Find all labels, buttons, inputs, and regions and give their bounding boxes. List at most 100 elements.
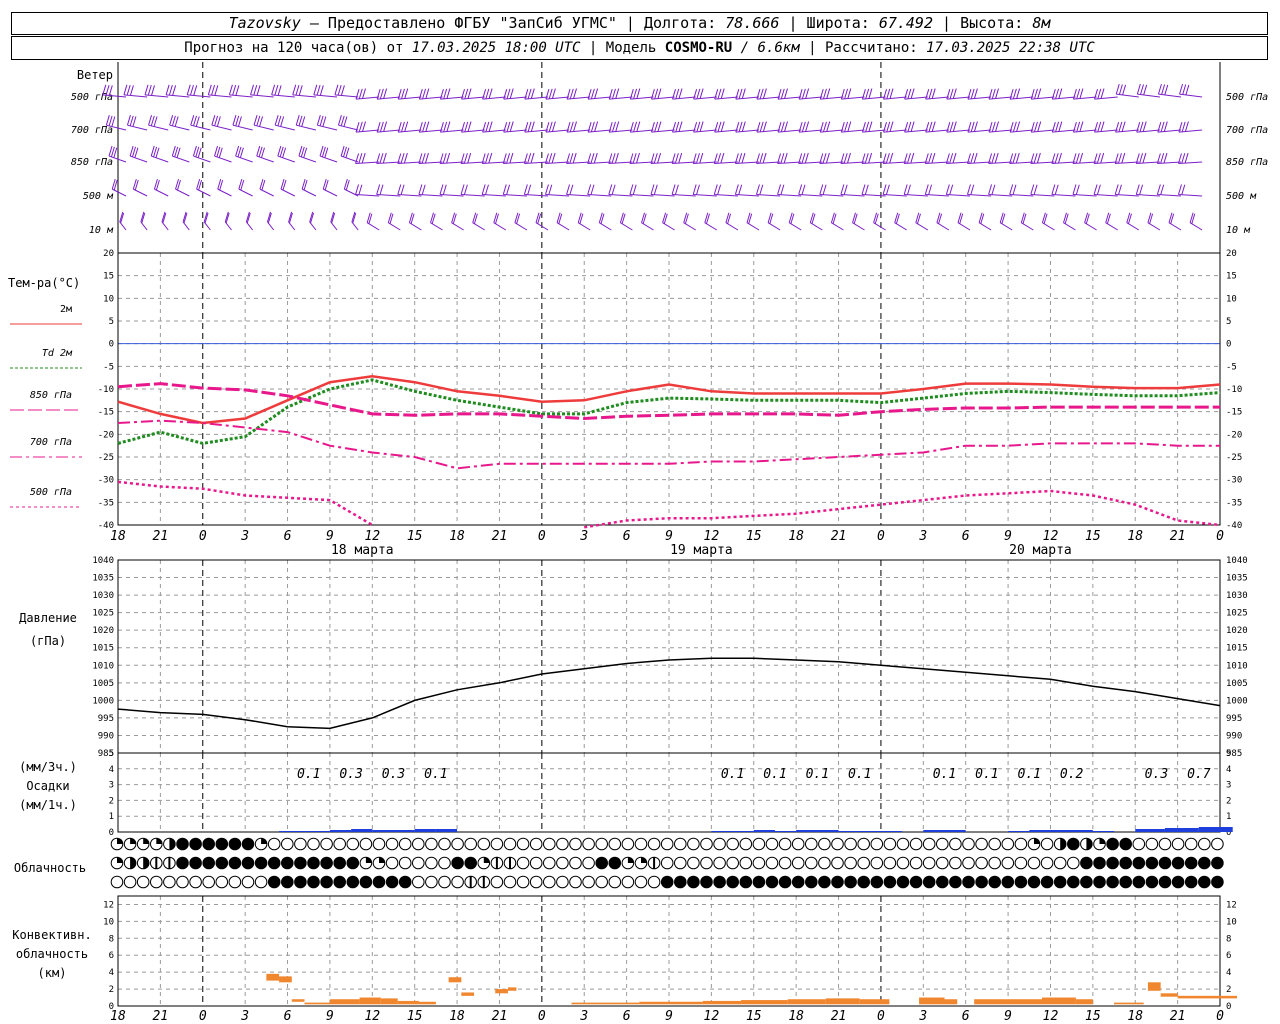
forecast-label: Прогноз на 120 часа(ов) от [184, 40, 404, 56]
cloud-circle [412, 837, 425, 851]
conv-tick-right: 2 [1226, 985, 1231, 995]
cloud-circle [569, 856, 582, 870]
cloud-circle [726, 856, 740, 870]
wind-barb-feather [895, 213, 900, 224]
temp-tick-left: 15 [103, 272, 114, 282]
wind-barb [566, 96, 591, 100]
wind-barb-feather [337, 84, 342, 96]
cloud-circle [962, 837, 975, 851]
wind-barb-feather [759, 121, 764, 133]
wind-barb-feather [1033, 88, 1038, 100]
wind-barb [777, 194, 802, 197]
cloud-quarter [261, 838, 267, 844]
cloud-circle [346, 875, 360, 889]
cloud-circle [647, 875, 661, 889]
cloud-circle [1067, 856, 1080, 870]
wind-barb-feather [822, 184, 827, 195]
temp-x-tick: 0 [877, 529, 885, 544]
wind-barb-feather [861, 89, 866, 100]
wind-barb-feather [1015, 152, 1020, 164]
precip-3h-label: 0.1 [297, 767, 320, 782]
wind-barb-feather [1115, 122, 1120, 133]
wind-barb-feather [801, 121, 806, 133]
cloud-circle [1145, 875, 1159, 889]
wind-barb-feather [938, 213, 943, 224]
wind-barb-feather [907, 88, 912, 100]
temp-x-tick: 6 [962, 529, 970, 544]
wind-barb [1072, 194, 1097, 197]
cloud-quarter [483, 857, 490, 863]
cloud-circle [307, 875, 320, 889]
temp-x-tick: 3 [918, 529, 927, 544]
wind-barb-feather [343, 146, 347, 158]
wind-barb-feather [153, 116, 158, 127]
wind-barb-feather [633, 88, 638, 100]
wind-barb-feather [1030, 184, 1035, 195]
wind-barb-feather [111, 178, 116, 190]
wind-barb-feather [925, 89, 930, 100]
wind-barb-feather [1140, 84, 1144, 95]
wind-barb-feather [598, 212, 603, 223]
cloud-circle [1014, 875, 1028, 889]
wind-barb-feather [322, 116, 327, 127]
wind-barb-feather [1079, 88, 1084, 99]
wind-barb-feather [556, 212, 561, 223]
wind-barb-feather [1135, 184, 1140, 195]
wind-barb-feather [295, 84, 300, 96]
wind-barb-feather [734, 184, 739, 195]
wind-barb-feather [684, 213, 689, 224]
cloud-circle [870, 856, 884, 870]
cloud-circle [189, 875, 202, 889]
wind-barb-feather [467, 88, 472, 99]
wind-barb-feather [376, 122, 381, 133]
wind-barb-feather [261, 147, 265, 158]
wind-barb-feather [1121, 152, 1126, 164]
wind-barb-feather [683, 212, 688, 223]
wind-barb [482, 194, 506, 197]
temp-tick-right: -35 [1226, 498, 1242, 508]
cloud-half [143, 857, 149, 869]
wind-barb-feather [379, 121, 384, 133]
precip-tick-left: 5 [109, 749, 114, 759]
cloud-half [130, 857, 136, 869]
wind-barb-feather [952, 121, 957, 132]
pressure-tick-left: 1035 [92, 574, 114, 584]
wind-barb-feather [1185, 84, 1190, 96]
cloud-circle [608, 856, 622, 870]
precip-bar [435, 829, 458, 832]
wind-barb [1084, 222, 1097, 231]
cloud-circle [320, 856, 333, 870]
wind-barb [203, 221, 211, 231]
cloud-circle [778, 837, 792, 851]
wind-barb-feather [970, 153, 975, 164]
wind-barb [166, 94, 190, 98]
wind-barb-feather [482, 122, 487, 133]
cloud-circle [490, 837, 504, 851]
wind-barb-feather [140, 211, 145, 223]
cloud-circle [189, 856, 202, 870]
wind-barb-feather [168, 84, 173, 96]
wind-barb-feather [805, 88, 810, 99]
wind-barb [862, 129, 886, 133]
wind-barb-feather [777, 89, 782, 100]
wind-barb-feather [225, 212, 230, 224]
wind-barb [819, 161, 844, 164]
wind-barb [1009, 161, 1034, 164]
wind-barb-feather [358, 88, 363, 100]
wind-barb-feather [400, 184, 405, 195]
wind-barb-feather [1160, 153, 1165, 164]
wind-barb-feather [928, 184, 933, 195]
precip-3h-label: 0.3 [1145, 767, 1168, 782]
wind-barb-feather [1160, 184, 1165, 195]
wind-barb [756, 194, 781, 197]
wind-barb-feather [936, 212, 941, 223]
cloud-circle [1027, 875, 1041, 889]
wind-barb [253, 124, 274, 131]
wind-barb-feather [714, 122, 719, 133]
wind-barb-feather [418, 153, 423, 164]
wind-barb-feather [693, 89, 698, 100]
wind-barb [259, 188, 274, 197]
cloud-circle [674, 875, 687, 889]
cloud-circle [831, 875, 844, 889]
wind-barb-feather [319, 115, 324, 127]
